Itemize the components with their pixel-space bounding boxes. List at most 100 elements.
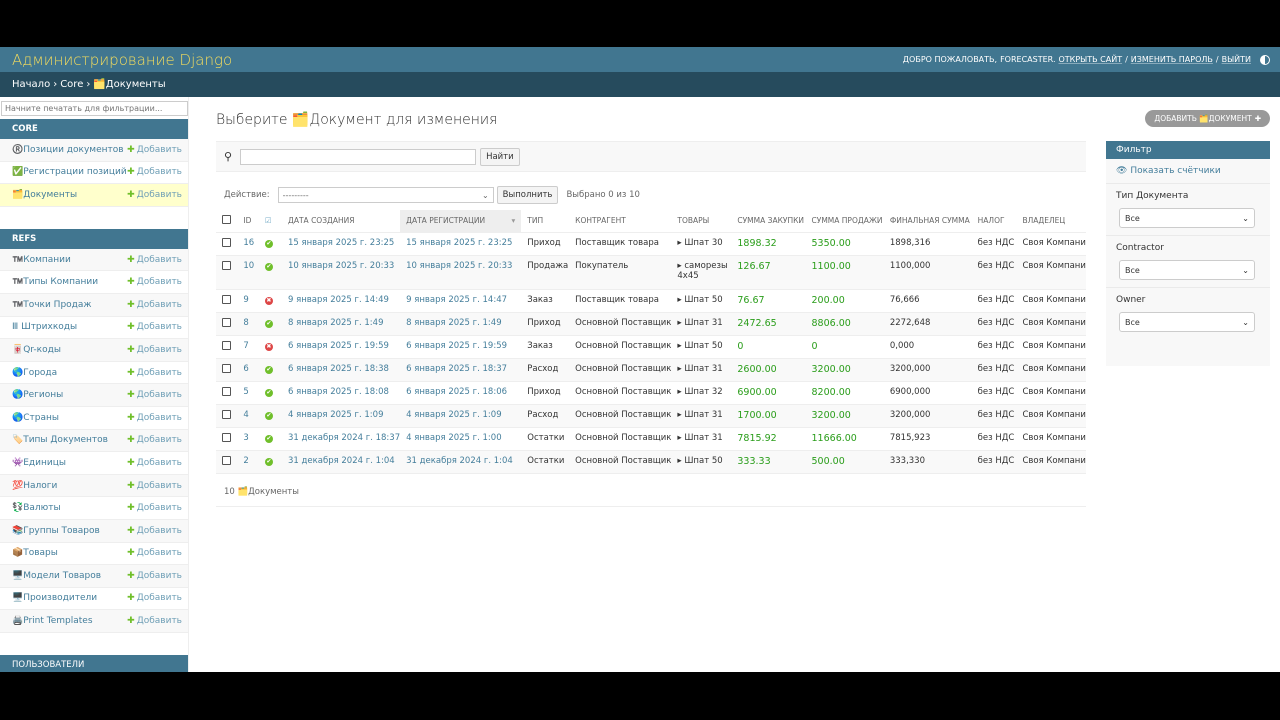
row-checkbox[interactable] [216, 255, 238, 290]
sidebar-item[interactable]: 📦Товары ✚ Добавить [0, 543, 188, 566]
search-button[interactable]: Найти [480, 147, 520, 166]
column-header-label[interactable]: Финальная сумма [889, 216, 970, 226]
sidebar-item[interactable]: 🗂️Документы ✚ Добавить [0, 184, 188, 207]
column-header[interactable]: Тип [521, 210, 570, 233]
column-header[interactable]: Дата регистрации ▾ [400, 210, 522, 233]
sidebar-item[interactable]: 📚Группы Товаров ✚ Добавить [0, 519, 188, 543]
add-link[interactable]: ✚ Добавить [127, 413, 182, 423]
checkbox-icon[interactable] [222, 432, 231, 442]
row-checkbox[interactable] [216, 232, 238, 256]
id-link[interactable]: 7 [243, 340, 249, 351]
column-header[interactable]: Сумма продажи [805, 210, 884, 233]
id-link[interactable]: 9 [243, 294, 249, 305]
app-caption-core[interactable]: Core [0, 119, 188, 139]
cell-value[interactable]: ▸ Шпат 32 [677, 386, 723, 397]
add-link[interactable]: ✚ Добавить [127, 368, 182, 378]
sidebar-item-label[interactable]: 🖨️Print Templates [12, 616, 93, 627]
add-link[interactable]: ✚ Добавить [127, 481, 182, 491]
sidebar-item[interactable]: 🌎Города ✚ Добавить [0, 362, 188, 385]
checkbox-icon[interactable] [222, 409, 231, 419]
sidebar-item[interactable]: 🖥️Производители ✚ Добавить [0, 588, 188, 611]
sidebar-item-label[interactable]: 🌎Города [12, 367, 58, 378]
filter-select[interactable]: Все ⌄ [1119, 260, 1255, 280]
column-header-label[interactable]: ID [243, 216, 252, 226]
checkbox-icon[interactable] [222, 455, 231, 465]
column-header[interactable]: ☑ [258, 210, 282, 233]
add-document-button[interactable]: Добавить 🗂️Документ ✚ [1145, 110, 1270, 127]
row-checkbox[interactable] [216, 289, 238, 313]
column-header[interactable]: Финальная сумма [883, 210, 972, 233]
add-link[interactable]: ✚ Добавить [127, 548, 182, 558]
sidebar-item[interactable]: 🏷️Типы Документов ✚ Добавить [0, 429, 188, 453]
id-link[interactable]: 8 [243, 317, 249, 328]
sidebar-item[interactable]: 🌎Страны ✚ Добавить [0, 407, 188, 430]
cell-value[interactable]: ▸ Шпат 31 [677, 363, 723, 374]
add-link[interactable]: ✚ Добавить [127, 526, 182, 536]
add-link[interactable]: ✚ Добавить [127, 167, 182, 177]
run-action-button[interactable]: Выполнить [496, 186, 559, 204]
sidebar-item[interactable]: 🀄Qr-коды ✚ Добавить [0, 339, 188, 362]
id-link[interactable]: 4 [243, 409, 249, 420]
column-header-label[interactable]: Владелец [1022, 216, 1066, 226]
checkbox-icon[interactable] [222, 237, 231, 247]
row-checkbox[interactable] [216, 358, 238, 382]
breadcrumb-home[interactable]: Начало [12, 79, 51, 90]
add-link[interactable]: ✚ Добавить [127, 571, 182, 581]
row-checkbox[interactable] [216, 450, 238, 474]
add-link[interactable]: ✚ Добавить [127, 300, 182, 310]
column-header-label[interactable]: Тип [527, 216, 544, 226]
checkbox-icon[interactable] [222, 386, 231, 396]
id-link[interactable]: 5 [243, 386, 249, 397]
add-link[interactable]: ✚ Добавить [127, 277, 182, 287]
sidebar-item-label[interactable]: 💯Налоги [12, 480, 58, 491]
cell-value[interactable]: ▸ Шпат 31 [677, 432, 723, 443]
column-header[interactable]: Дата создания [281, 210, 401, 233]
site-title[interactable]: Администрирование Django [12, 50, 233, 69]
row-checkbox[interactable] [216, 312, 238, 336]
add-link[interactable]: ✚ Добавить [127, 435, 182, 445]
add-link[interactable]: ✚ Добавить [127, 190, 182, 200]
action-select[interactable]: --------- ⌄ [277, 187, 494, 203]
column-header[interactable]: ID [237, 210, 259, 233]
checkbox-icon[interactable] [222, 260, 231, 270]
sidebar-item-label[interactable]: 🗂️Документы [12, 189, 78, 200]
sidebar-item[interactable]: ®️Позиции документов ✚ Добавить [0, 139, 188, 162]
column-header[interactable]: Сумма закупки [731, 210, 806, 233]
filter-select[interactable]: Все ⌄ [1119, 312, 1255, 332]
add-link[interactable]: ✚ Добавить [127, 145, 182, 155]
row-checkbox[interactable] [216, 404, 238, 428]
sidebar-item-label[interactable]: 🌎Страны [12, 412, 59, 423]
sidebar-item-label[interactable]: 👾Единицы [12, 457, 66, 468]
column-header[interactable]: Контрагент [569, 210, 672, 233]
sort-descending-icon[interactable]: ▾ [511, 216, 516, 226]
add-link[interactable]: ✚ Добавить [127, 503, 182, 513]
cell-value[interactable]: ▸ Шпат 50 [677, 294, 723, 305]
sidebar-item-label[interactable]: 📦Товары [12, 548, 58, 559]
add-link[interactable]: ✚ Добавить [127, 322, 182, 332]
checkbox-icon[interactable] [222, 294, 231, 304]
app-caption-refs[interactable]: Refs [0, 228, 188, 249]
column-header-label[interactable]: Налог [977, 216, 1005, 226]
cell-value[interactable]: ▸ Шпат 50 [677, 340, 723, 351]
sidebar-item[interactable]: ™️Типы Компании ✚ Добавить [0, 271, 188, 294]
column-header-label[interactable]: Контрагент [575, 216, 626, 226]
add-link[interactable]: ✚ Добавить [127, 390, 182, 400]
sidebar-item-label[interactable]: 🖥️Модели Товаров [12, 570, 102, 581]
add-link[interactable]: ✚ Добавить [127, 593, 182, 603]
sidebar-item-label[interactable]: ✅Регистрации позиций [12, 167, 127, 178]
column-header[interactable]: Товары [671, 210, 732, 233]
id-link[interactable]: 6 [243, 363, 249, 374]
search-input[interactable] [240, 148, 477, 165]
sidebar-item-label[interactable]: ®️Позиции документов [12, 144, 124, 155]
id-link[interactable]: 3 [243, 432, 249, 443]
sidebar-item-label[interactable]: ™️Компании [12, 254, 71, 265]
row-checkbox[interactable] [216, 381, 238, 405]
id-link[interactable]: 10 [243, 260, 255, 271]
sidebar-item-label[interactable]: 🌎Регионы [12, 390, 64, 401]
sidebar-item-label[interactable]: 🀄Qr-коды [12, 344, 61, 355]
sidebar-item-label[interactable]: 🖥️Производители [12, 593, 98, 604]
sidebar-item-label[interactable]: Ⅲ Штрихкоды [12, 322, 78, 333]
checkbox-icon[interactable] [222, 215, 231, 225]
column-header[interactable]: Владелец [1016, 210, 1086, 233]
sidebar-item-label[interactable]: 📚Группы Товаров [12, 525, 100, 536]
